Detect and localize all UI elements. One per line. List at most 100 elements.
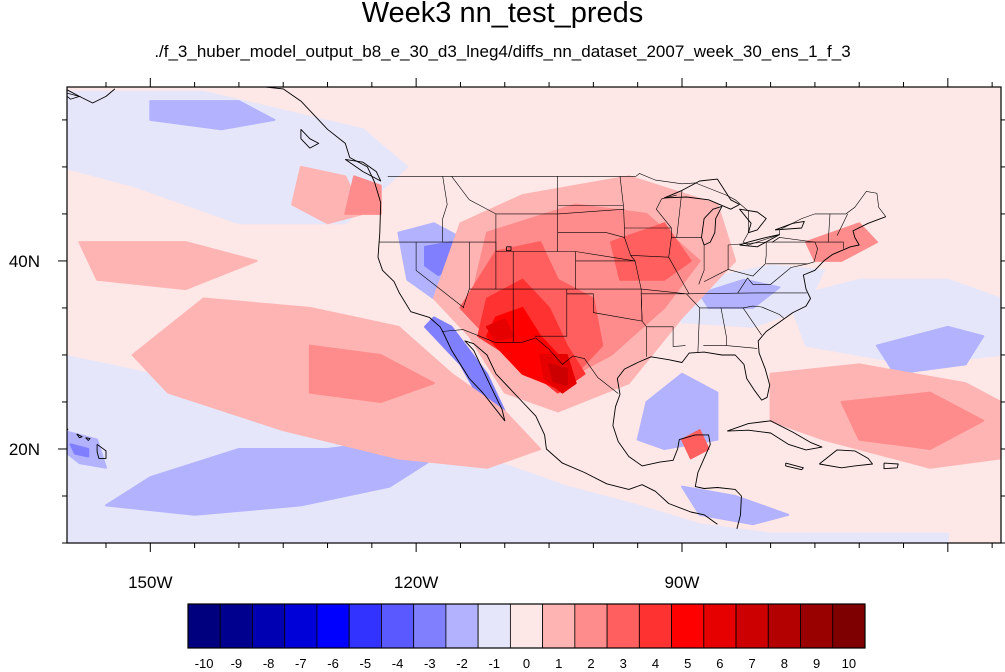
coastline-0 [374,181,718,525]
border-36 [828,241,844,249]
y-tick-label-20N: 20N [9,440,40,459]
x-tick-label-90W: 90W [665,573,700,592]
state-borders [378,173,887,394]
colorbar-frame [187,603,866,649]
island-1 [67,92,81,100]
border-35 [771,213,831,243]
colorbar-box [574,603,608,649]
coastline-2 [612,394,742,530]
field-region-mexico-7 [548,363,568,386]
border-5 [442,176,448,243]
colorbar-box [348,603,382,649]
coastline-1 [616,216,886,401]
border-25 [721,305,785,319]
map-frame [66,86,1002,544]
colorbar-label: 8 [781,656,788,671]
page-subtitle: ./f_3_huber_model_output_b8_e_30_d3_lneg… [154,42,851,61]
colorbar-box [800,603,834,649]
border-2 [441,329,619,394]
colorbar: -10 -9 -8 -7 -6 -5 -4 -3 -2 -1 0 1 2 3 4 5 6 7 8 9 10 [187,603,866,671]
colorbar-label: 3 [620,656,627,671]
border-34 [737,263,808,294]
field-region-bc-pink [291,165,364,225]
field-region-hawaii-dark [69,443,90,458]
colorbar-box [445,603,479,649]
coastline-19 [774,220,805,231]
colorbar-label: 2 [587,656,594,671]
border-27 [742,307,762,336]
colorbar-box [735,603,769,649]
coastline-3 [727,420,823,451]
border-10 [462,289,470,308]
border-38 [676,190,683,238]
colorbar-label: 9 [813,656,820,671]
border-37 [836,213,848,236]
page-title: Week3 nn_test_preds [361,0,644,29]
colorbar-label: -4 [392,656,404,671]
border-6 [468,242,807,295]
colorbar-box [316,603,350,649]
border-7 [495,208,625,215]
border-12 [534,289,568,337]
coastline-17 [739,208,767,234]
field-region-atlantic-pink-2 [840,391,985,450]
border-20 [630,255,669,258]
colorbar-label: -9 [231,656,243,671]
field-region-atlantic-blue [875,325,985,375]
border-9 [451,176,497,243]
border-1 [635,173,887,246]
coastline-15 [663,178,740,210]
colorbar-box [638,603,672,649]
field-region-pacific-north-pink [78,241,258,291]
colorbar-box [187,603,221,649]
field-region-pacific-south-blue [105,438,435,516]
colorbar-label: -8 [263,656,275,671]
coastline-12 [85,437,91,441]
field-region-caribbean-blue [681,485,790,526]
coastline-4 [785,462,804,471]
border-29 [668,237,690,294]
border-22 [640,293,682,322]
field-region-gulf-mexico-blue [636,372,719,450]
colorbar-box [703,603,737,649]
border-24 [699,307,727,346]
border-21 [646,326,686,347]
border-26 [726,345,758,349]
colorbar-label: 10 [842,656,856,671]
colorbar-box [832,603,866,649]
colorbar-label: -3 [424,656,436,671]
colorbar-box [219,603,253,649]
field-region-gulf-alaska-blue [149,100,276,131]
axis-ticks: 150W 120W 90W 40N 20N [9,78,1005,592]
coastline-11 [96,443,107,459]
coastline-7 [345,158,382,182]
border-28 [671,228,702,238]
colorbar-box [381,603,415,649]
coastlines [67,87,899,530]
coastline-5 [819,449,873,469]
colorbar-label: 5 [684,656,691,671]
field-region-plains-3 [610,222,692,281]
colorbar-label: 4 [652,656,659,671]
colorbar-label: 6 [716,656,723,671]
border-18 [557,232,625,238]
border-23 [682,293,701,353]
colorbar-box [671,603,705,649]
x-tick-label-150W: 150W [128,573,172,592]
colorbar-box [606,603,640,649]
coastline-9 [300,128,320,149]
colorbar-label: -1 [488,656,500,671]
border-4 [415,242,465,309]
coastline-13 [76,433,83,439]
colorbar-label: -5 [360,656,372,671]
coastline-8 [265,87,375,183]
border-39 [655,194,677,229]
colorbar-box [477,603,511,649]
y-tick-label-40N: 40N [9,252,40,271]
border-32 [728,241,767,277]
colorbar-box [252,603,286,649]
coastline-18 [739,234,780,248]
colorbar-box [413,603,447,649]
field-region-tennessee-blue [698,278,781,309]
